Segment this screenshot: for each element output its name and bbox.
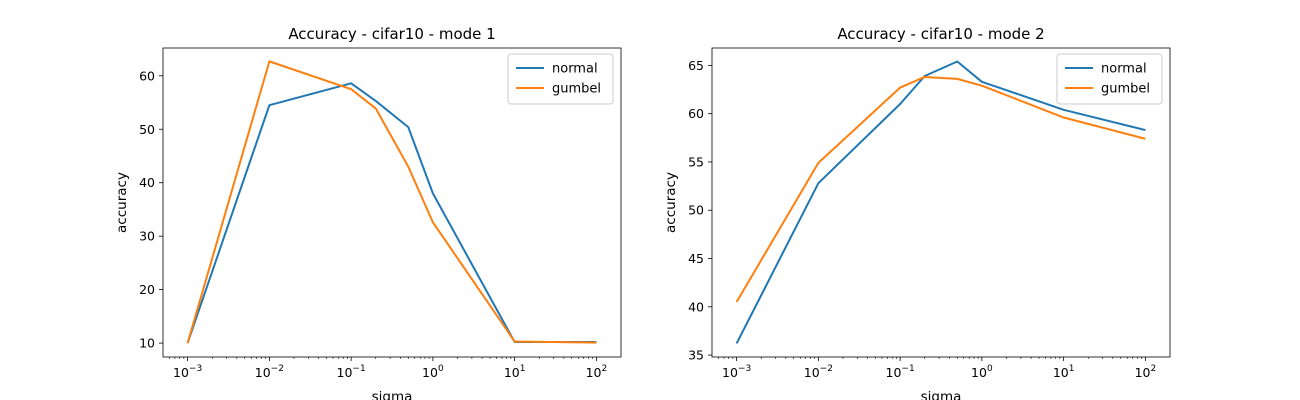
plot-area-frame bbox=[162, 47, 622, 358]
y-tick-label: 50 bbox=[688, 203, 704, 218]
x-tick-exponent: 0 bbox=[438, 364, 444, 374]
legend: normal gumbel bbox=[1056, 53, 1163, 105]
y-axis-label: accuracy bbox=[663, 172, 679, 233]
x-tick-base: 10 bbox=[422, 365, 438, 380]
series-line-gumbel bbox=[186, 60, 597, 344]
x-tick-exponent: −2 bbox=[820, 364, 833, 374]
x-tick-exponent: −1 bbox=[352, 364, 365, 374]
series-line-normal bbox=[186, 82, 597, 344]
x-tick-label: 10−2 bbox=[255, 364, 284, 380]
x-tick-label: 10−3 bbox=[722, 364, 751, 380]
x-tick-label: 101 bbox=[1053, 364, 1075, 380]
x-tick-exponent: −3 bbox=[738, 364, 751, 374]
legend-label: gumbel bbox=[552, 82, 601, 97]
chart-title: Accuracy - cifar10 - mode 1 bbox=[288, 25, 495, 43]
x-tick-exponent: 0 bbox=[987, 364, 993, 374]
x-tick-label: 10−3 bbox=[173, 364, 202, 380]
x-tick-exponent: −1 bbox=[901, 364, 914, 374]
x-tick-exponent: 1 bbox=[1069, 364, 1075, 374]
y-tick-label: 60 bbox=[688, 106, 704, 121]
chart-title: Accuracy - cifar10 - mode 2 bbox=[837, 25, 1044, 43]
x-tick-label: 102 bbox=[1135, 364, 1157, 380]
y-tick-label: 30 bbox=[139, 229, 155, 244]
x-axis-label: sigma bbox=[921, 389, 962, 400]
x-tick-base: 10 bbox=[586, 365, 602, 380]
y-tick-label: 10 bbox=[139, 336, 155, 351]
x-tick-label: 101 bbox=[504, 364, 526, 380]
x-tick-base: 10 bbox=[722, 365, 738, 380]
y-tick-label: 40 bbox=[688, 299, 704, 314]
y-tick-label: 35 bbox=[688, 348, 704, 363]
chart-panel-2: 10−3 10−2 10−1 100 101 10235404550556065Accur… bbox=[663, 25, 1171, 400]
legend-label: normal bbox=[552, 62, 598, 77]
legend: normal gumbel bbox=[507, 53, 614, 105]
x-tick-base: 10 bbox=[1135, 365, 1151, 380]
x-tick-base: 10 bbox=[971, 365, 987, 380]
x-tick-label: 102 bbox=[586, 364, 608, 380]
y-tick-label: 45 bbox=[688, 251, 704, 266]
x-tick-label: 10−1 bbox=[886, 364, 915, 380]
x-tick-label: 10−2 bbox=[804, 364, 833, 380]
series-line-gumbel bbox=[735, 75, 1146, 303]
x-tick-exponent: −2 bbox=[271, 364, 284, 374]
x-tick-base: 10 bbox=[886, 365, 902, 380]
y-tick-label: 40 bbox=[139, 175, 155, 190]
x-tick-label: 100 bbox=[971, 364, 993, 380]
x-tick-base: 10 bbox=[173, 365, 189, 380]
chart-panel-1: 10−3 10−2 10−1 100 101 102102030405060Accurac… bbox=[114, 25, 622, 400]
y-tick-label: 60 bbox=[139, 68, 155, 83]
y-tick-label: 55 bbox=[688, 154, 704, 169]
x-tick-base: 10 bbox=[804, 365, 820, 380]
x-axis-label: sigma bbox=[372, 389, 413, 400]
x-tick-label: 100 bbox=[422, 364, 444, 380]
legend-box bbox=[1056, 53, 1163, 105]
x-tick-exponent: 2 bbox=[1150, 364, 1156, 374]
y-tick-label: 50 bbox=[139, 122, 155, 137]
y-axis-label: accuracy bbox=[114, 172, 130, 233]
x-tick-base: 10 bbox=[1053, 365, 1069, 380]
x-tick-base: 10 bbox=[255, 365, 271, 380]
legend-label: gumbel bbox=[1101, 82, 1150, 97]
legend-box bbox=[507, 53, 614, 105]
x-tick-exponent: 2 bbox=[601, 364, 607, 374]
x-tick-base: 10 bbox=[337, 365, 353, 380]
x-tick-exponent: 1 bbox=[520, 364, 526, 374]
y-tick-label: 65 bbox=[688, 58, 704, 73]
x-tick-exponent: −3 bbox=[189, 364, 202, 374]
x-tick-label: 10−1 bbox=[337, 364, 366, 380]
series-line-normal bbox=[735, 60, 1146, 344]
legend-label: normal bbox=[1101, 62, 1147, 77]
y-tick-label: 20 bbox=[139, 282, 155, 297]
plot-area-frame bbox=[711, 47, 1171, 358]
x-tick-base: 10 bbox=[504, 365, 520, 380]
